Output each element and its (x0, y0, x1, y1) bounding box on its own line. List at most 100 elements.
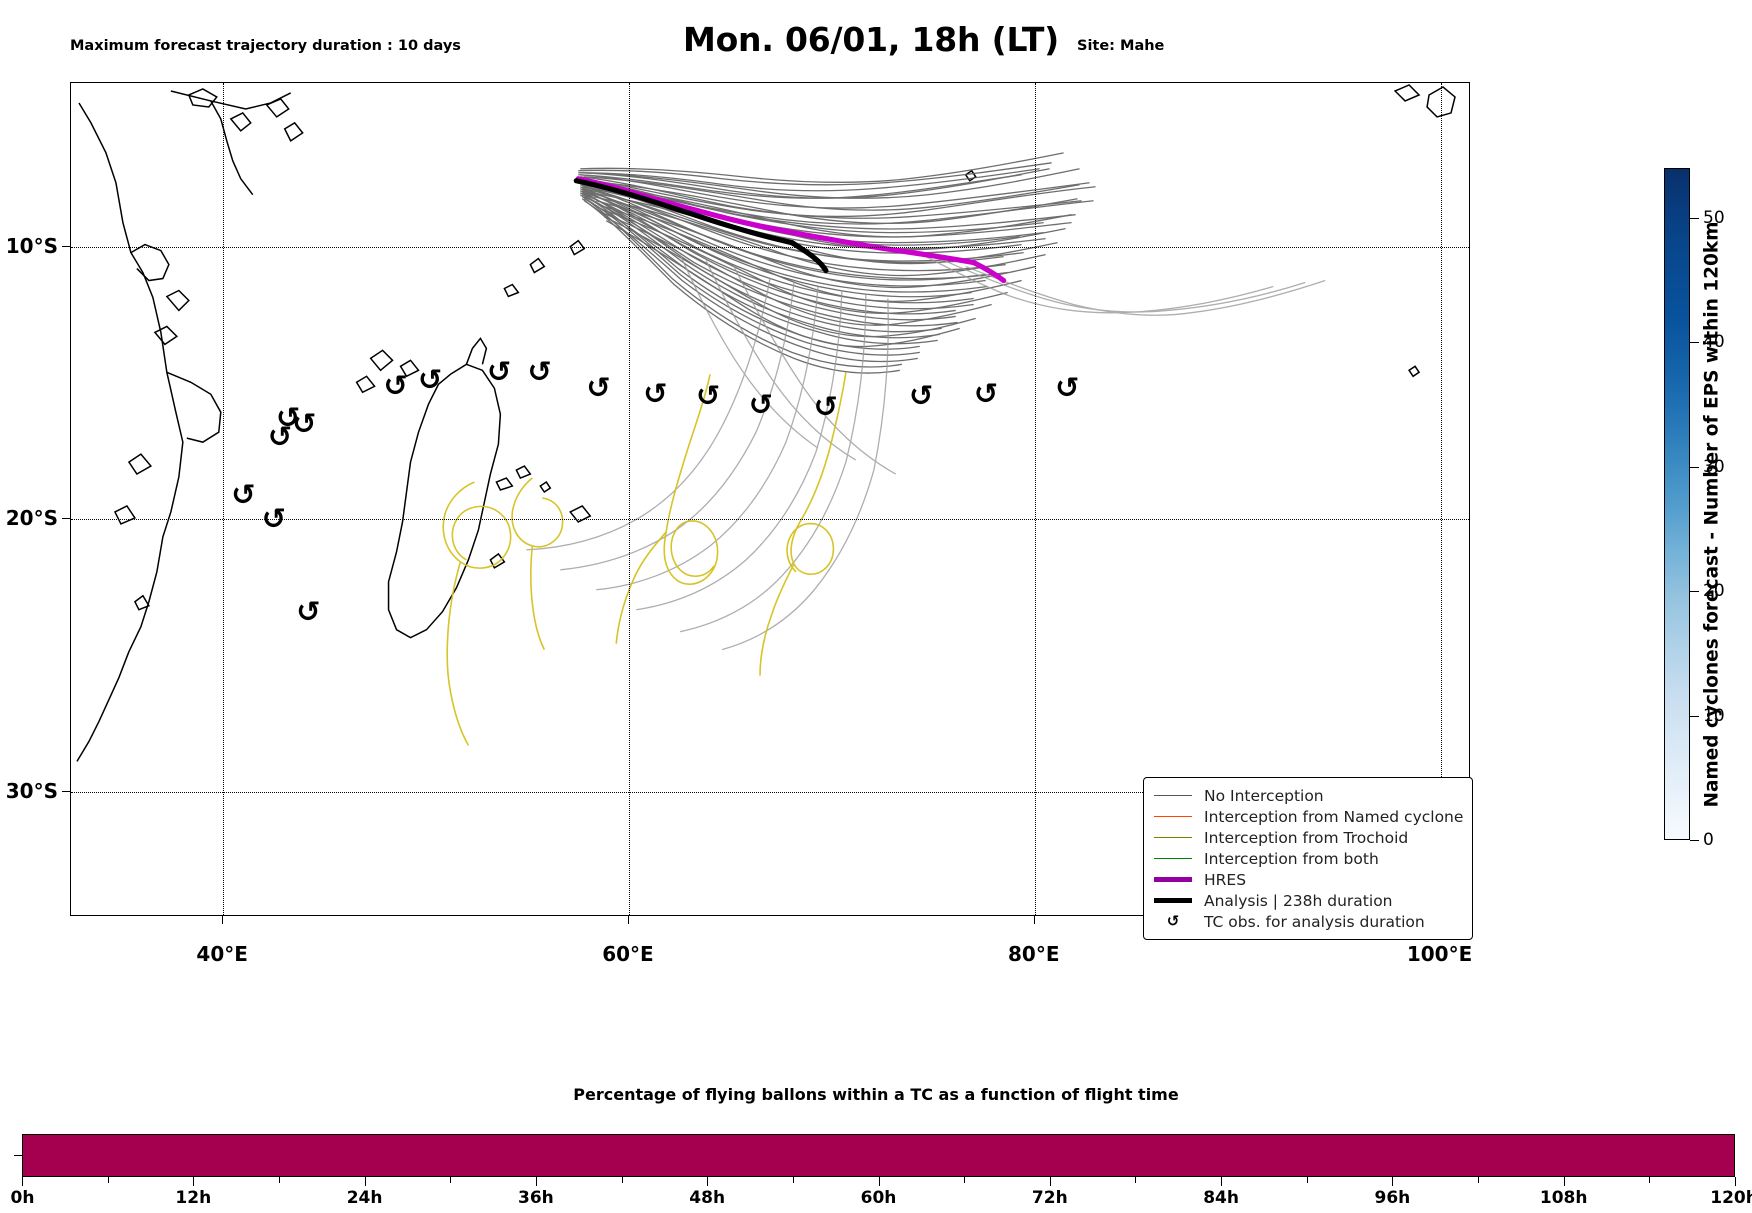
colorbar-title: Named cyclones forecast - Number of EPS … (1701, 221, 1723, 808)
bottom-bar-tick-label: 72h (1031, 1188, 1068, 1208)
legend-swatch (1152, 894, 1194, 908)
colorbar-tick-label: 0 (1703, 830, 1714, 850)
legend-swatch (1152, 831, 1194, 845)
map-legend[interactable]: No Interception Interception from Named c… (1143, 777, 1473, 940)
bottom-bar-tick-mark (707, 1177, 709, 1186)
bottom-bar-tick-mark (1563, 1177, 1565, 1186)
bottom-bar-tick-label: 108h (1539, 1188, 1588, 1208)
cyclone-marker: ↺ (908, 378, 934, 413)
bottom-bar-tick-mark (621, 1177, 623, 1183)
x-axis-tick-mark (627, 916, 629, 924)
bottom-bar-tick-label: 36h (518, 1188, 554, 1208)
cyclone-marker: ↺ (1055, 370, 1080, 405)
legend-swatch (1152, 873, 1194, 887)
legend-item[interactable]: Interception from both (1152, 848, 1464, 869)
x-axis-tick-mark (222, 916, 224, 924)
colorbar-gradient (1665, 169, 1689, 839)
hres-trajectory (575, 176, 1007, 284)
bottom-bar-tick-label: 12h (175, 1188, 212, 1208)
cyclone-marker: ↺ (231, 477, 256, 512)
cyclone-marker: ↺ (383, 368, 408, 403)
cyclone-marker: ↺ (296, 594, 321, 629)
y-tick-text: 10°S (5, 233, 58, 258)
bottom-bar-tick-label: 84h (1203, 1188, 1239, 1208)
bottom-bar-fill (23, 1135, 1734, 1176)
colorbar-tick-mark (1690, 715, 1699, 717)
page-title: Mon. 06/01, 18h (LT) (0, 20, 1752, 59)
gridline-lon-80 (1034, 83, 1036, 915)
colorbar-tick-label: 40 (1703, 332, 1725, 353)
bottom-bar-tick-label: 0h (10, 1188, 35, 1208)
cyclone-marker: ↺ (417, 362, 443, 397)
gridline-lon-40 (223, 83, 225, 915)
header-left-line-1: Maximum forecast trajectory duration : 1… (70, 37, 461, 54)
bottom-bar-tick-mark (1221, 1177, 1223, 1186)
cyclone-marker: ↺ (973, 376, 999, 411)
legend-item-label: Analysis | 238h duration (1204, 891, 1393, 910)
legend-line-icon (1154, 794, 1192, 797)
bottom-bar-tick-mark (107, 1177, 109, 1183)
coastlines (76, 84, 1456, 762)
legend-item-label: Interception from Trochoid (1204, 828, 1409, 847)
gridline-lon-60 (628, 83, 630, 915)
bottom-bar-tick-mark (278, 1177, 280, 1183)
colorbar (1664, 168, 1690, 840)
legend-item[interactable]: Analysis | 238h duration (1152, 890, 1464, 911)
cyclone-marker: ↺ (292, 406, 317, 441)
legend-item[interactable]: Interception from Named cyclone (1152, 806, 1464, 827)
colorbar-tick-label: 50 (1703, 207, 1725, 228)
legend-item-label: TC obs. for analysis duration (1204, 912, 1425, 931)
cyclone-marker: ↺ (527, 354, 552, 389)
bottom-bar-tick-mark (1392, 1177, 1394, 1186)
y-tick-text: 20°S (5, 506, 58, 531)
gridline-lon-100 (1440, 83, 1442, 915)
bottom-bar-tick-mark (450, 1177, 452, 1183)
colorbar-tick-mark (1690, 342, 1699, 344)
bottom-bar-tick-mark (22, 1177, 23, 1186)
legend-line-icon (1154, 815, 1192, 818)
bottom-bar-tick-mark (1049, 1177, 1051, 1186)
legend-item[interactable]: ↺ TC obs. for analysis duration (1152, 911, 1464, 932)
bottom-bar-tick-label: 48h (689, 1188, 726, 1208)
bottom-bar-tick-mark (193, 1177, 195, 1186)
legend-item[interactable]: HRES (1152, 869, 1464, 890)
x-axis-tick-label: 60°E (602, 942, 654, 966)
x-axis-tick-mark (1033, 916, 1035, 924)
bottom-bar-tick-label: 24h (346, 1188, 383, 1208)
legend-item[interactable]: Interception from Trochoid (1152, 827, 1464, 848)
y-axis-tick-mark (62, 245, 70, 247)
legend-item-label: No Interception (1204, 786, 1324, 805)
bottom-bar-tick-mark (364, 1177, 366, 1186)
colorbar-tick-mark (1690, 217, 1699, 219)
bottom-bar-tick-mark (535, 1177, 537, 1186)
bottom-bar-tick-mark (1135, 1177, 1137, 1183)
bottom-bar-tick-mark (1735, 1177, 1736, 1186)
x-axis-tick-label: 80°E (1008, 942, 1060, 966)
cyclone-marker: ↺ (261, 501, 287, 536)
gridline-lat-20 (71, 519, 1469, 521)
page-title-text: Mon. 06/01, 18h (LT) (682, 20, 1060, 59)
y-axis-tick-mark (62, 518, 70, 520)
map-graphics (76, 84, 1456, 762)
colorbar-tick-label: 20 (1703, 581, 1725, 602)
legend-item-label: Interception from both (1204, 849, 1379, 868)
bottom-bar-tick-mark (878, 1177, 880, 1186)
eps-trajectories (578, 152, 1096, 374)
legend-line-icon (1154, 857, 1192, 860)
cyclone-marker: ↺ (695, 378, 721, 413)
cyclone-marker: ↺ (486, 354, 512, 389)
bottom-bar-tick-mark (1649, 1177, 1651, 1183)
gridline-lat-30 (71, 791, 1469, 793)
eps-trajectories-south (526, 250, 1326, 651)
y-tick-text: 30°S (5, 778, 58, 803)
bottom-bar-tick-mark (1478, 1177, 1480, 1183)
colorbar-tick-mark (1690, 466, 1699, 468)
legend-swatch: ↺ (1152, 914, 1194, 929)
legend-item[interactable]: No Interception (1152, 785, 1464, 806)
colorbar-tick-label: 30 (1703, 456, 1725, 477)
legend-line-icon (1154, 877, 1192, 882)
bottom-bar-title: Percentage of flying ballons within a TC… (573, 1085, 1179, 1104)
colorbar-tick-mark (1690, 840, 1699, 841)
bottom-bar-tick-label: 96h (1374, 1188, 1411, 1208)
